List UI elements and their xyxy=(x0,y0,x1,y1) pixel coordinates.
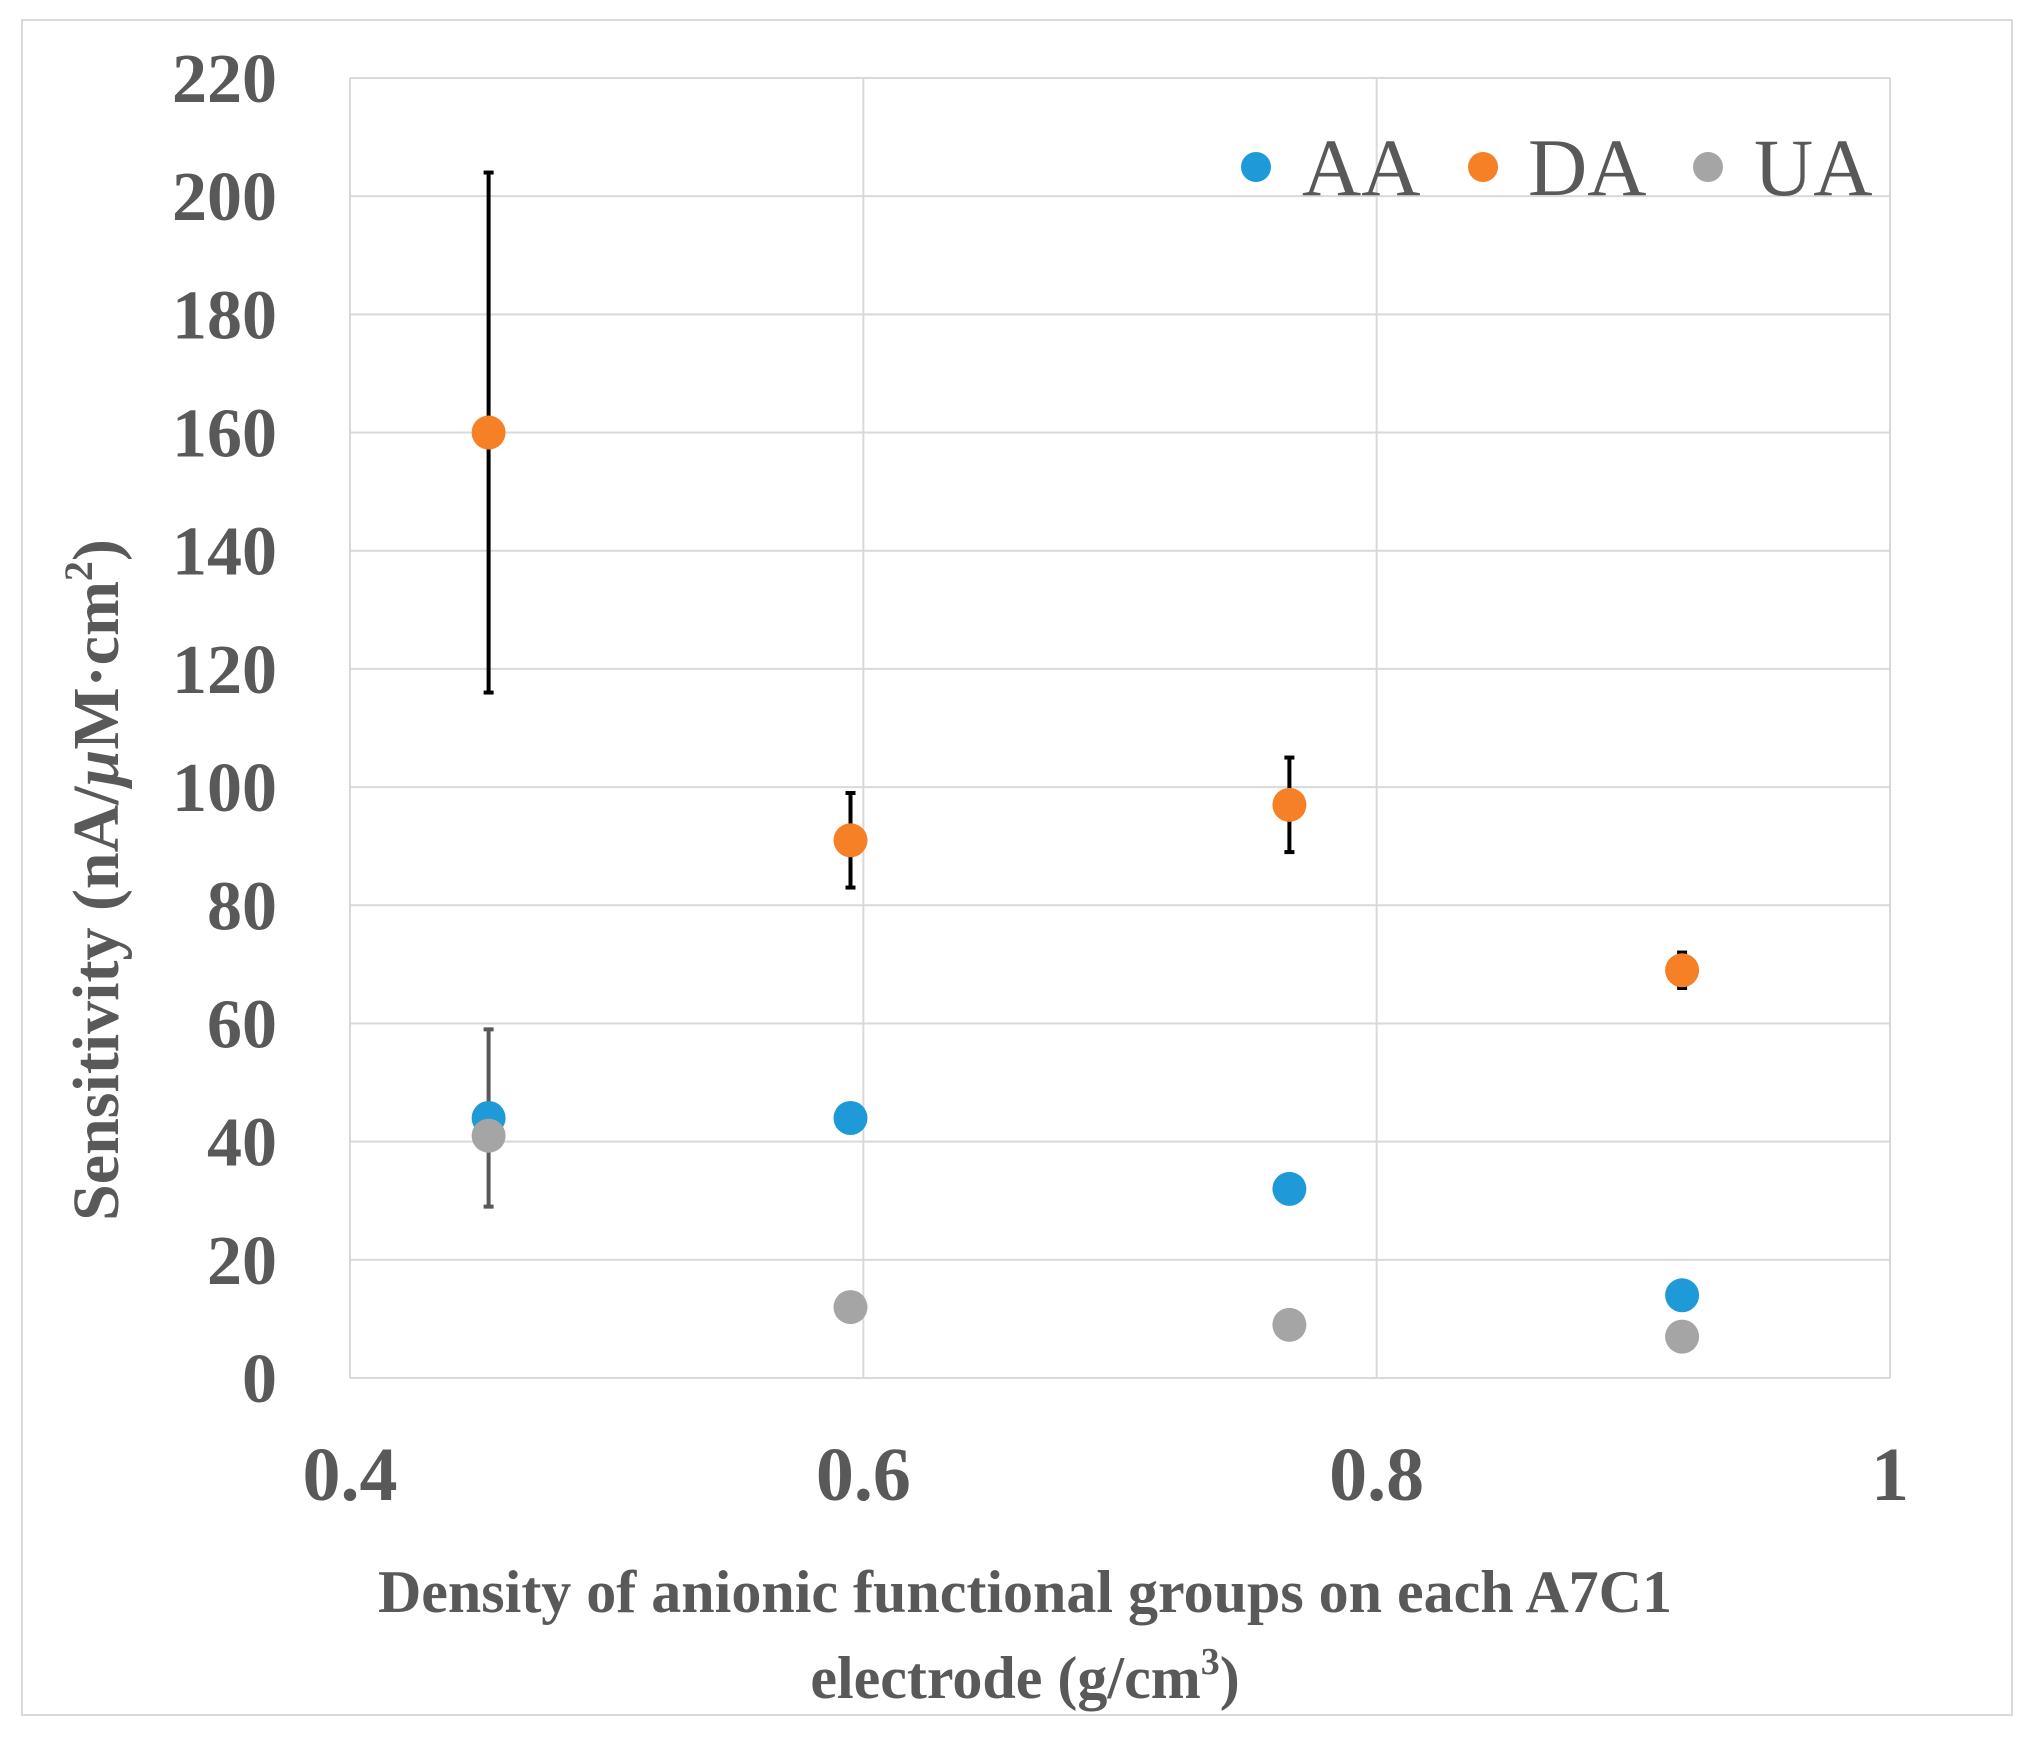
data-point-aa xyxy=(833,1101,868,1135)
data-point-da xyxy=(1665,953,1700,988)
y-tick-label: 180 xyxy=(172,277,277,354)
data-point-aa xyxy=(1665,1278,1700,1313)
legend-label-aa: AA xyxy=(1302,122,1420,213)
y-axis-title-end: ) xyxy=(60,539,133,561)
data-point-ua xyxy=(833,1290,868,1325)
data-point-aa xyxy=(1272,1171,1307,1206)
data-point-da xyxy=(1272,787,1307,822)
legend-label-ua: UA xyxy=(1754,122,1872,213)
data-point-da xyxy=(471,415,506,450)
data-point-ua xyxy=(1272,1307,1307,1342)
y-axis-title-mid: M·cm xyxy=(60,581,133,750)
x-tick-label: 0.6 xyxy=(816,1433,911,1517)
y-tick-label: 100 xyxy=(172,750,277,827)
data-point-da xyxy=(833,823,868,858)
y-tick-label: 40 xyxy=(207,1105,277,1182)
grid xyxy=(349,77,1891,1379)
data-point-ua xyxy=(471,1118,506,1153)
y-axis-title-sup: 2 xyxy=(56,561,101,581)
error-bars xyxy=(483,170,1688,1209)
y-axis-title-mu: μ xyxy=(60,750,133,790)
legend-swatch-aa xyxy=(1241,152,1271,182)
y-tick-label: 120 xyxy=(172,632,277,709)
y-axis-ticks: 0 20 40 60 80 100 120 140 160 180 200 220 xyxy=(172,41,277,1418)
y-tick-label: 140 xyxy=(172,514,277,591)
legend: AA DA UA xyxy=(1241,122,1872,213)
x-axis-title-line2: electrode (g/cm3) xyxy=(810,1641,1239,1711)
chart-frame xyxy=(21,19,2013,1716)
y-tick-label: 0 xyxy=(242,1341,277,1418)
legend-label-da: DA xyxy=(1528,122,1646,213)
y-tick-label: 20 xyxy=(207,1223,277,1300)
y-axis-title-main: Sensitivity (nA/ xyxy=(60,785,133,1221)
data-point-ua xyxy=(1665,1319,1700,1354)
x-tick-label: 0.8 xyxy=(1329,1433,1424,1517)
x-axis-title-line1: Density of anionic functional groups on … xyxy=(378,1559,1672,1625)
x-axis-ticks: 0.4 0.6 0.8 1 xyxy=(303,1433,1910,1517)
legend-swatch-da xyxy=(1468,152,1498,182)
y-tick-label: 80 xyxy=(207,868,277,945)
y-axis-title: Sensitivity (nA/μM·cm2) xyxy=(56,539,133,1221)
y-tick-label: 60 xyxy=(207,986,277,1063)
legend-swatch-ua xyxy=(1693,152,1723,182)
data-points xyxy=(471,415,1700,1354)
x-tick-label: 0.4 xyxy=(303,1433,398,1517)
x-axis-title-line2-end: ) xyxy=(1220,1645,1240,1711)
y-tick-label: 200 xyxy=(172,159,277,236)
x-tick-label: 1 xyxy=(1871,1433,1909,1517)
y-tick-label: 160 xyxy=(172,396,277,473)
y-tick-label: 220 xyxy=(172,41,277,118)
x-axis-title-line2-main: electrode (g/cm xyxy=(810,1645,1200,1711)
x-axis-title-line2-sup: 3 xyxy=(1201,1641,1220,1683)
